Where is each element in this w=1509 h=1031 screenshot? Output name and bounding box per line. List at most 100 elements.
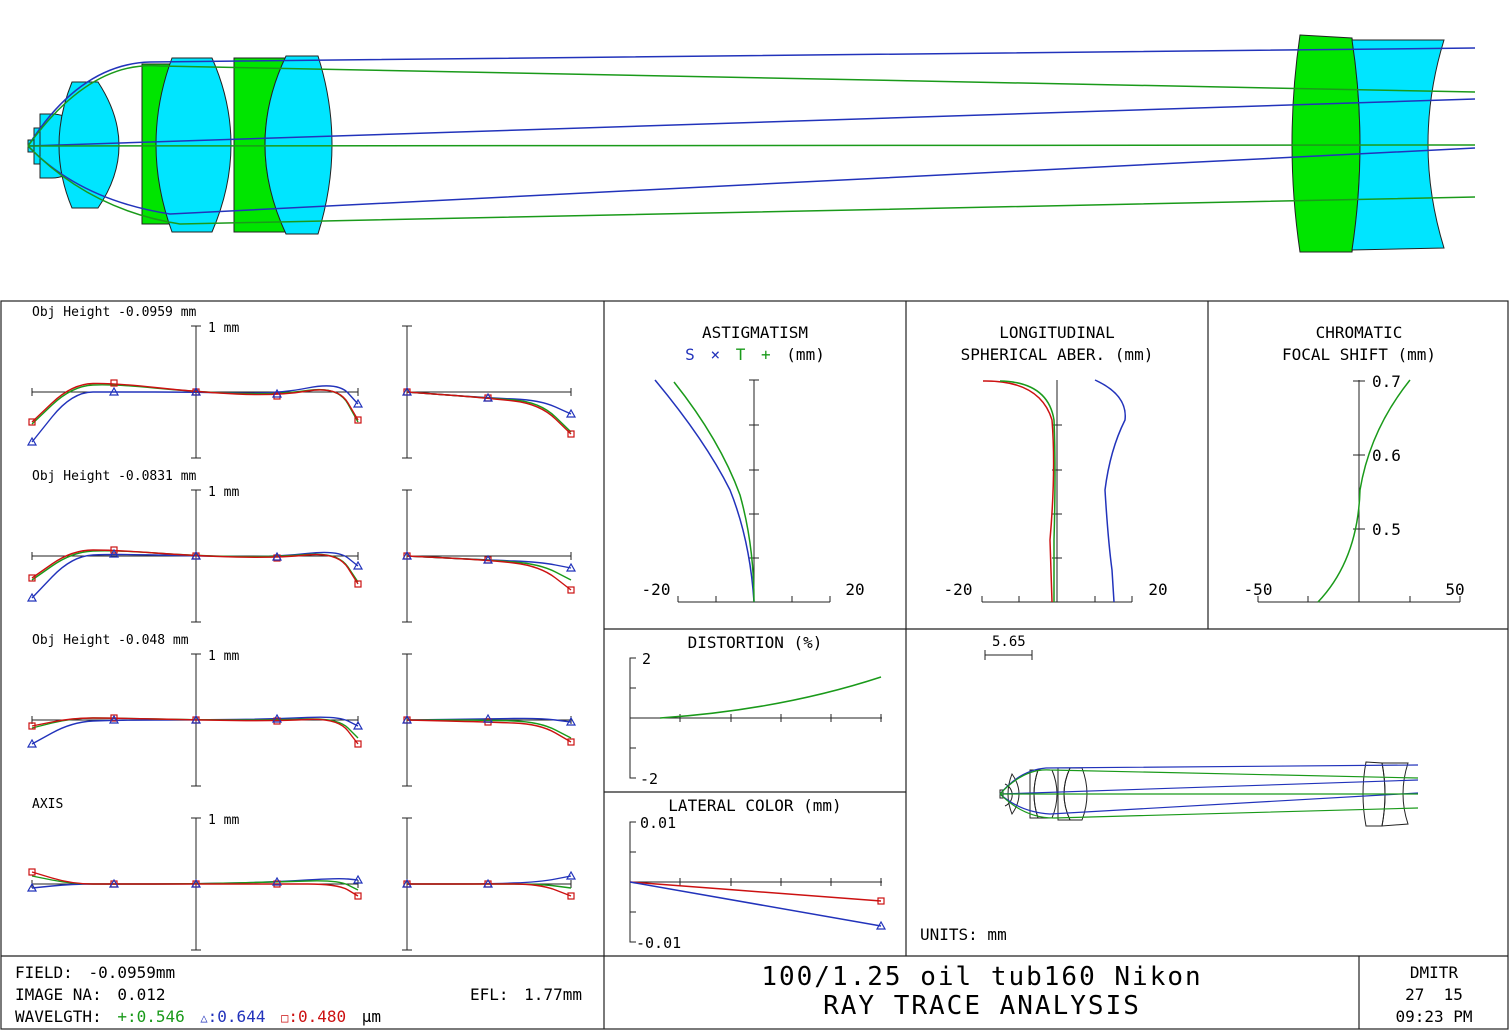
fan-scale-label: 1 mm: [208, 813, 239, 828]
fan-curve: [406, 555, 572, 581]
fan-curve: [406, 391, 572, 435]
fan-marker: [108, 878, 120, 888]
fan-curve: [406, 555, 572, 591]
units-label: UNITS: mm: [920, 925, 1007, 944]
fan-marker: [28, 868, 36, 876]
lens-layout-diagram: [27, 34, 1476, 253]
fan-scale-label: 1 mm: [208, 485, 239, 500]
svg-text:EFL: 1.77mm: EFL: 1.77mm: [470, 985, 582, 1004]
distortion-curve: [659, 676, 882, 719]
lateral-color-ymin-label: -0.01: [636, 934, 681, 952]
lateral-color-title: LATERAL COLOR (mm): [668, 796, 841, 815]
layout-scale-label: 5.65: [992, 634, 1026, 650]
fan-curve: [406, 719, 572, 743]
analysis-title: RAY TRACE ANALYSIS: [823, 991, 1141, 1021]
lsa-xmax-label: 20: [1148, 580, 1167, 599]
title-block: FIELD: -0.0959mm IMAGE NA: 0.012 EFL: 1.…: [15, 962, 1473, 1026]
longitudinal-title-2: SPHERICAL ABER. (mm): [961, 345, 1154, 364]
fan-curve: [31, 382, 359, 423]
lateral-color-red: [629, 881, 882, 902]
fan-marker: [565, 562, 577, 572]
fan-marker: [352, 398, 364, 408]
fan-marker: [401, 714, 413, 724]
fan-marker: [352, 720, 364, 730]
fan-marker: [190, 714, 202, 724]
fan-marker: [565, 408, 577, 418]
lsa-red-curve: [982, 380, 1055, 603]
chromatic-xmax-label: 50: [1445, 580, 1464, 599]
svg-text:WAVELGTH: +:0.546: WAVELGTH: +:0.546 △:0.644 □:0.480 µm: [15, 1007, 381, 1026]
fan-marker: [190, 386, 202, 396]
fan-curve: [31, 551, 359, 599]
astig-s-label: S: [685, 345, 695, 364]
wavelength-2-value: :0.644: [208, 1007, 266, 1026]
fan-marker: [482, 554, 494, 564]
astig-x-label: ×: [710, 345, 720, 364]
ray-green: [27, 145, 1476, 225]
fan-curve: [31, 717, 359, 745]
ray-blue: [27, 47, 1476, 147]
ray-fan-plots: Obj Height -0.0959 mm 1 mm Obj Height -0.0…: [26, 305, 577, 951]
efl-label: EFL:: [470, 985, 509, 1004]
fan-marker: [28, 418, 36, 426]
fan-marker: [108, 714, 120, 724]
fan-curve: [407, 883, 572, 897]
fan-marker: [271, 713, 283, 723]
fan-row-label: Obj Height -0.048 mm: [32, 633, 189, 648]
fan-curve: [31, 871, 359, 897]
fan-marker: [271, 551, 283, 561]
wavelength-3-value: :0.480: [288, 1007, 346, 1026]
fan-marker: [567, 892, 575, 900]
image-na-value: 0.012: [117, 985, 165, 1004]
astig-unit-label: (mm): [786, 345, 825, 364]
astigmatism-plot: ASTIGMATISM S × T + (mm) -20 20: [642, 323, 865, 603]
fan-curve: [31, 717, 359, 739]
lateral-color-blue-marker: [875, 920, 887, 930]
distortion-plot: DISTORTION (%) 2 -2: [629, 633, 882, 788]
field-label: FIELD:: [15, 963, 73, 982]
date-label: 27 15: [1405, 985, 1463, 1004]
fan-marker: [567, 586, 575, 594]
lens-element: [155, 57, 232, 233]
fan-scale-label: 1 mm: [208, 649, 239, 664]
longitudinal-title-1: LONGITUDINAL: [999, 323, 1115, 342]
image-na-label: IMAGE NA:: [15, 985, 102, 1004]
field-unit: mm: [156, 963, 175, 982]
fan-marker: [26, 882, 38, 892]
efl-value: 1.77: [524, 985, 563, 1004]
astig-t-label: T: [736, 345, 746, 364]
distortion-ymin-label: -2: [640, 770, 658, 788]
fan-marker: [482, 392, 494, 402]
lens-element: [1291, 34, 1361, 253]
chromatic-y-label: 0.6: [1372, 446, 1401, 465]
fan-marker: [354, 416, 362, 424]
fan-marker: [401, 878, 413, 888]
fan-marker: [565, 870, 577, 880]
fan-row-label: AXIS: [32, 797, 63, 812]
fan-marker: [110, 379, 118, 387]
wavelength-2-symbol: △: [200, 1011, 208, 1025]
lateral-color-plot: LATERAL COLOR (mm) 0.01 -0.01: [629, 796, 887, 952]
ray-green: [27, 144, 1476, 147]
fan-curve: [31, 385, 359, 443]
chromatic-y-label: 0.7: [1372, 372, 1401, 391]
fan-marker: [354, 892, 362, 900]
tangential-curve: [673, 381, 755, 603]
ray-blue: [27, 98, 1476, 147]
ray-green: [27, 64, 1476, 147]
astig-xmax-label: 20: [845, 580, 864, 599]
sheet-frame: [0, 300, 1509, 1030]
fan-marker: [354, 740, 362, 748]
fan-marker: [354, 580, 362, 588]
time-label: 09:23 PM: [1395, 1007, 1472, 1026]
longitudinal-spherical-plot: LONGITUDINAL SPHERICAL ABER. (mm) -20 20: [944, 323, 1168, 603]
astig-plus-label: +: [761, 345, 771, 364]
fan-marker: [26, 738, 38, 748]
fan-curve: [31, 716, 359, 745]
lateral-color-ymax-label: 0.01: [640, 814, 676, 832]
wavelength-1-symbol: +: [117, 1007, 127, 1026]
fan-marker: [26, 592, 38, 602]
svg-text:IMAGE NA: 0.012: IMAGE NA: 0.012: [15, 985, 166, 1004]
fan-marker: [565, 716, 577, 726]
